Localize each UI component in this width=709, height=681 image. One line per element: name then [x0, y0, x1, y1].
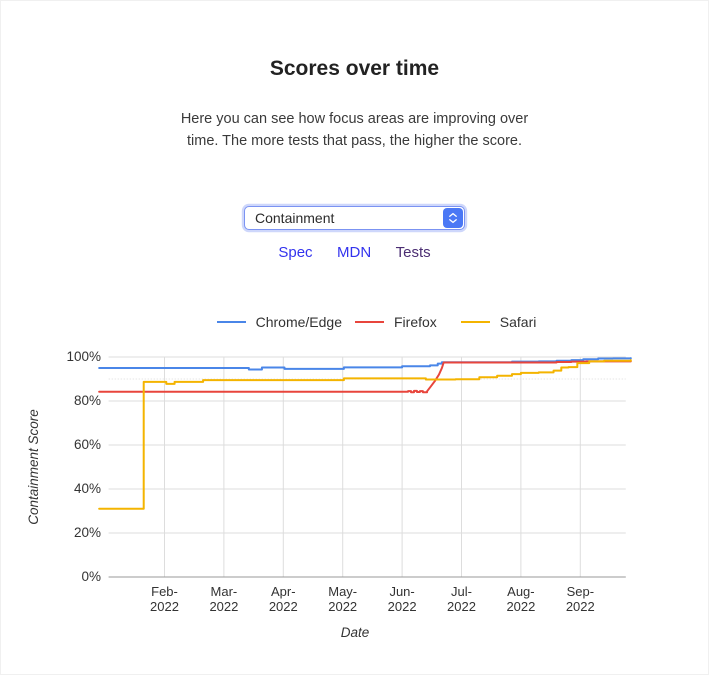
svg-text:2022: 2022	[566, 599, 595, 614]
svg-text:100%: 100%	[66, 349, 101, 364]
svg-text:Jun-: Jun-	[389, 584, 414, 599]
svg-text:0%: 0%	[81, 569, 101, 584]
svg-text:Apr-: Apr-	[271, 584, 296, 599]
svg-text:2022: 2022	[447, 599, 476, 614]
svg-text:2022: 2022	[150, 599, 179, 614]
svg-text:40%: 40%	[74, 481, 101, 496]
svg-text:2022: 2022	[269, 599, 298, 614]
svg-text:Feb-: Feb-	[151, 584, 178, 599]
svg-text:2022: 2022	[209, 599, 238, 614]
svg-text:Containment Score: Containment Score	[26, 409, 41, 525]
svg-text:20%: 20%	[74, 525, 101, 540]
svg-text:60%: 60%	[74, 437, 101, 452]
svg-text:Aug-: Aug-	[507, 584, 534, 599]
svg-text:May-: May-	[328, 584, 357, 599]
svg-text:Sep-: Sep-	[567, 584, 594, 599]
svg-text:Jul-: Jul-	[451, 584, 472, 599]
svg-text:Mar-: Mar-	[211, 584, 238, 599]
svg-text:2022: 2022	[328, 599, 357, 614]
svg-text:2022: 2022	[506, 599, 535, 614]
svg-text:80%: 80%	[74, 393, 101, 408]
svg-text:2022: 2022	[388, 599, 417, 614]
svg-text:Date: Date	[341, 625, 370, 640]
